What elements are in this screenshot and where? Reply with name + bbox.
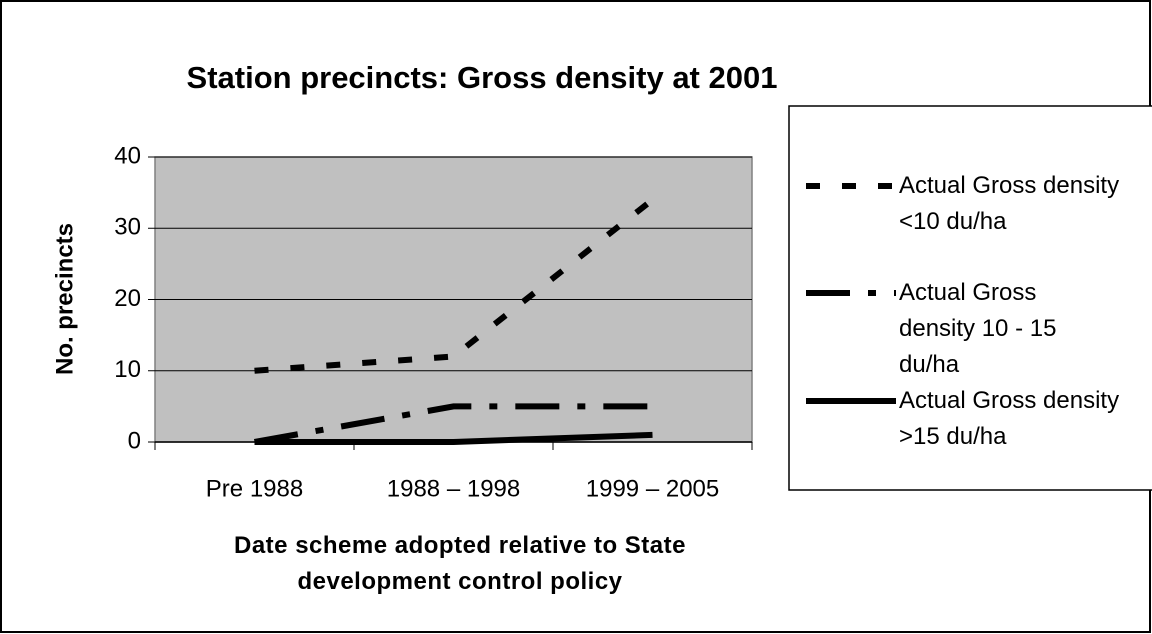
y-tick-label: 10 — [114, 356, 141, 383]
x-axis-title: Date scheme adopted relative to State de… — [234, 532, 686, 595]
x-tick-label: 1999 – 2005 — [586, 475, 719, 502]
y-axis-title: No. precincts — [51, 223, 78, 375]
y-tick-label: 40 — [114, 142, 141, 169]
y-tick-label: 20 — [114, 285, 141, 312]
x-tick-label: 1988 – 1998 — [387, 475, 520, 502]
series-line — [253, 403, 653, 445]
y-tick-label: 30 — [114, 214, 141, 241]
series-line — [254, 431, 653, 445]
legend-label: Actual Gross density >15 du/ha — [899, 387, 1120, 450]
x-tick-label: Pre 1988 — [206, 475, 303, 502]
legend-label: Actual Gross density 10 - 15 du/ha — [899, 279, 1057, 378]
series-line — [254, 197, 655, 374]
chart-title: Station precincts: Gross density at 2001 — [187, 60, 778, 95]
y-tick-label: 0 — [128, 427, 141, 454]
legend-label: Actual Gross density <10 du/ha — [899, 172, 1120, 235]
legend-box — [788, 105, 1152, 491]
